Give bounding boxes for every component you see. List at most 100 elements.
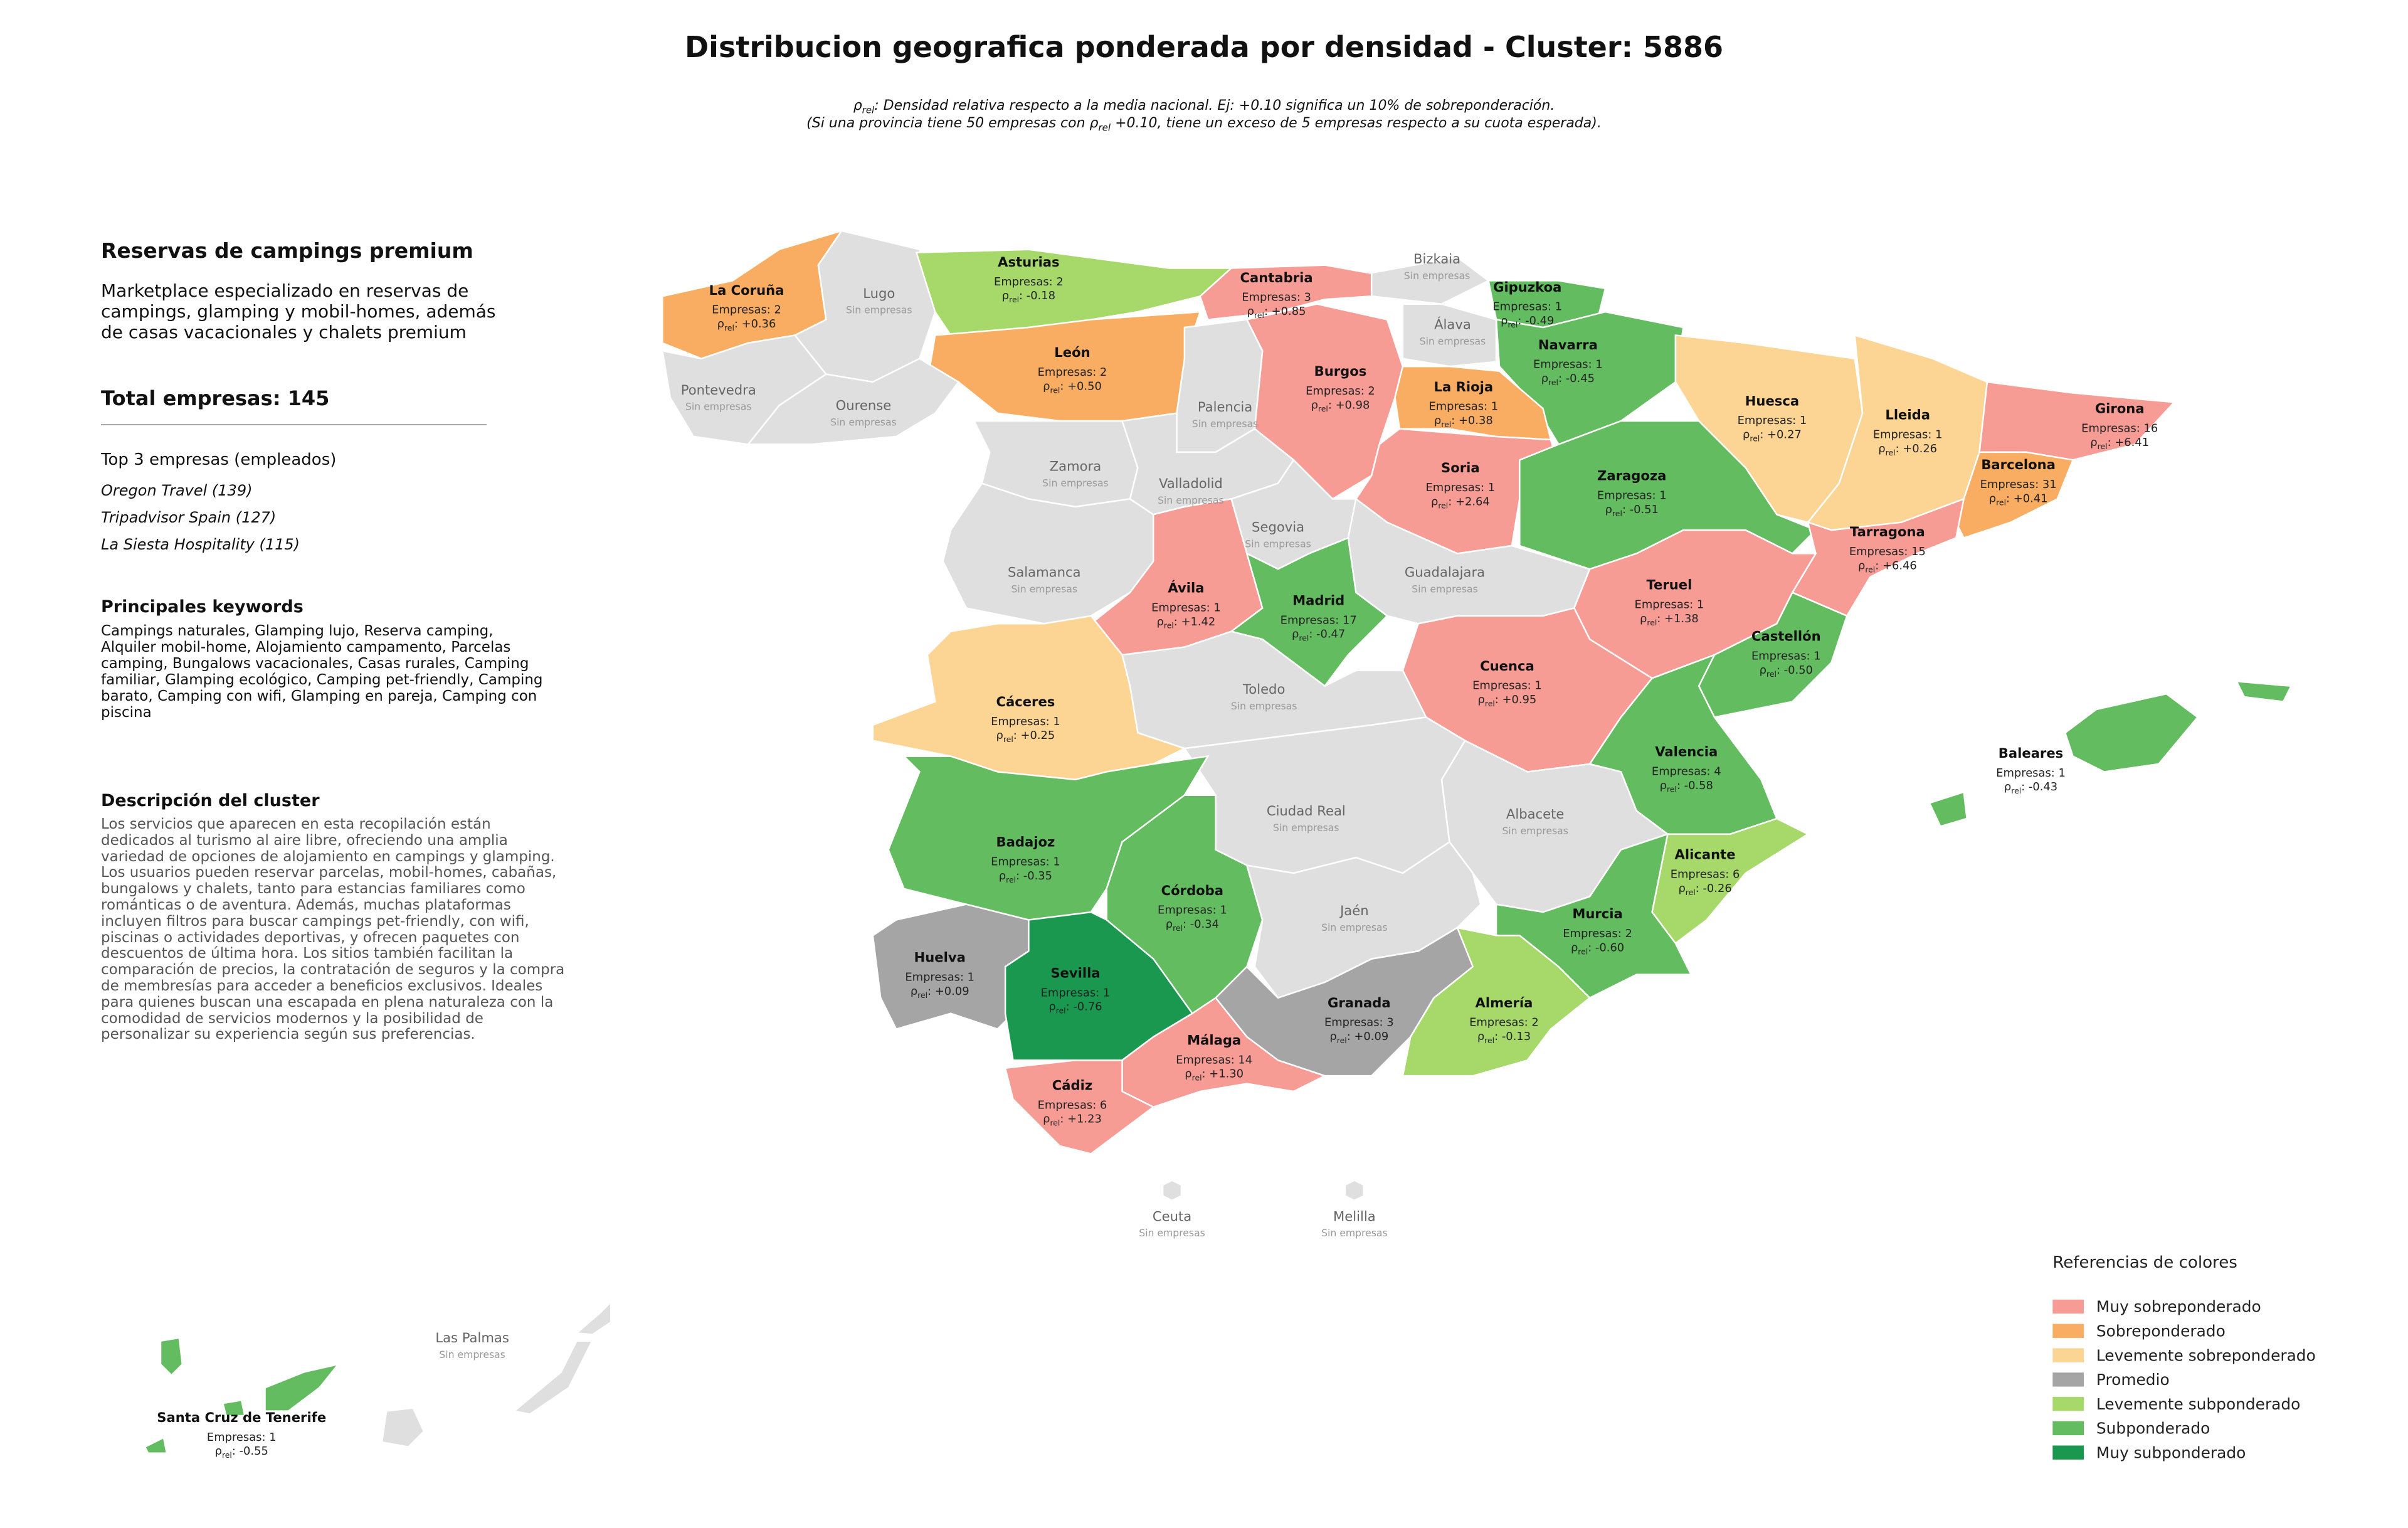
province bbox=[144, 1436, 168, 1454]
count-value: 1 bbox=[1595, 358, 1602, 371]
rho-symbol: ρ bbox=[1478, 693, 1485, 706]
rho-symbol: ρ bbox=[911, 985, 917, 998]
rho-separator: : bbox=[2006, 492, 2010, 505]
subtitle-line: ρrel: Densidad relativa respecto a la me… bbox=[0, 98, 2408, 115]
legend-swatch bbox=[2052, 1421, 2084, 1436]
no-companies: Sin empresas bbox=[1245, 538, 1311, 549]
no-companies: Sin empresas bbox=[1321, 921, 1388, 933]
top-title: Top 3 empresas (empleados) bbox=[101, 450, 337, 469]
province-rho: ρrel: -0.58 bbox=[1660, 779, 1713, 794]
subtitle-part: +0.10, tiene un exceso de 5 empresas res… bbox=[1111, 115, 1602, 131]
province-name: León bbox=[1054, 344, 1090, 360]
rho-separator: : bbox=[1347, 1030, 1351, 1043]
no-companies: Sin empresas bbox=[1420, 335, 1486, 347]
rho-separator: : bbox=[1622, 503, 1626, 516]
province-rho: ρrel: -0.43 bbox=[2004, 780, 2057, 795]
count-label: Empresas: bbox=[1324, 1016, 1383, 1029]
province-count: Empresas: 3 bbox=[1242, 291, 1311, 304]
province-count: Empresas: 6 bbox=[1038, 1098, 1107, 1112]
count-label: Empresas: bbox=[1533, 358, 1592, 371]
rho-separator: : bbox=[1677, 779, 1681, 792]
rho-symbol: ρ bbox=[999, 869, 1006, 883]
province-rho: ρrel: +6.46 bbox=[1858, 559, 1917, 574]
keywords-title: Principales keywords bbox=[101, 597, 304, 617]
rho-value: -0.55 bbox=[240, 1445, 268, 1458]
rho-separator: : bbox=[927, 985, 931, 998]
count-value: 1 bbox=[1697, 598, 1704, 611]
province-count: Empresas: 2 bbox=[1306, 385, 1375, 398]
province-count: Empresas: 1 bbox=[1996, 767, 2066, 780]
rho-value: +1.30 bbox=[1209, 1068, 1244, 1081]
province-name: Salamanca bbox=[1008, 565, 1081, 580]
province-name: Bizkaia bbox=[1413, 251, 1460, 267]
rho-subscript: rel bbox=[1006, 875, 1016, 884]
province-rho: ρrel: +0.50 bbox=[1043, 379, 1102, 395]
province-name: Jaén bbox=[1339, 903, 1369, 918]
province bbox=[574, 1300, 612, 1336]
rho-symbol: ρ bbox=[1185, 1068, 1191, 1081]
count-label: Empresas: bbox=[1306, 385, 1365, 398]
rho-symbol: ρ bbox=[1878, 442, 1885, 455]
rho-separator: : bbox=[1202, 1068, 1206, 1081]
province bbox=[2235, 680, 2293, 703]
legend-label: Levemente subponderado bbox=[2096, 1395, 2300, 1413]
rho-separator: : bbox=[1174, 615, 1178, 629]
subtitle-part: : Densidad relativa respecto a la media … bbox=[874, 98, 1555, 114]
count-value: 17 bbox=[1343, 613, 1357, 627]
rho-separator: : bbox=[1016, 869, 1020, 883]
rho-separator: : bbox=[1060, 1113, 1064, 1126]
count-value: 1 bbox=[1488, 481, 1495, 494]
no-companies: Sin empresas bbox=[1011, 583, 1077, 595]
no-companies: Sin empresas bbox=[1321, 1227, 1388, 1239]
rho-value: +1.42 bbox=[1181, 615, 1216, 629]
count-value: 31 bbox=[2042, 478, 2057, 491]
province-count: Empresas: 1 bbox=[905, 971, 974, 984]
count-label: Empresas: bbox=[1597, 489, 1656, 502]
count-label: Empresas: bbox=[1996, 767, 2055, 780]
rho-value: +6.41 bbox=[2115, 436, 2149, 449]
legend-swatch bbox=[2052, 1299, 2084, 1314]
subtitle-part: (Si una provincia tiene 50 empresas con … bbox=[806, 115, 1099, 131]
count-value: 1 bbox=[1213, 601, 1220, 614]
province-name: La Coruña bbox=[709, 282, 784, 298]
province-name: Murcia bbox=[1572, 906, 1622, 921]
rho-value: -0.50 bbox=[1784, 664, 1813, 677]
province-name: Guadalajara bbox=[1405, 565, 1485, 580]
rho-symbol: ρ bbox=[1166, 918, 1173, 931]
province bbox=[1344, 1179, 1365, 1202]
rho-value: +0.26 bbox=[1903, 442, 1937, 455]
rho-value: +0.50 bbox=[1067, 379, 1102, 393]
rho-separator: : bbox=[1328, 398, 1332, 411]
province-name: Baleares bbox=[1999, 745, 2063, 761]
rho-subscript: rel bbox=[2011, 786, 2021, 795]
province-name: Girona bbox=[2095, 401, 2145, 416]
province-name: Lleida bbox=[1885, 407, 1930, 423]
count-value: 14 bbox=[1238, 1053, 1252, 1066]
count-label: Empresas: bbox=[1563, 927, 1622, 940]
total: Total empresas: 145 bbox=[101, 386, 330, 410]
province-count: Empresas: 2 bbox=[1563, 927, 1632, 940]
province-count: Empresas: 4 bbox=[1652, 765, 1721, 778]
count-label: Empresas: bbox=[994, 275, 1053, 289]
rho-value: +0.98 bbox=[1336, 398, 1370, 411]
province-rho: ρrel: +2.64 bbox=[1431, 495, 1490, 510]
rho-value: +0.95 bbox=[1502, 693, 1537, 706]
rho-value: -0.51 bbox=[1630, 503, 1659, 516]
province-rho: ρrel: -0.13 bbox=[1477, 1030, 1531, 1045]
count-value: 1 bbox=[2058, 767, 2065, 780]
legend-label: Promedio bbox=[2096, 1371, 2170, 1389]
count-label: Empresas: bbox=[1738, 414, 1797, 427]
province-name: Teruel bbox=[1646, 577, 1692, 593]
rho-subscript: rel bbox=[222, 1450, 232, 1460]
rho-symbol: ρ bbox=[1247, 305, 1254, 318]
province-count: Empresas: 1 bbox=[1426, 481, 1496, 494]
legend-label: Muy subponderado bbox=[2096, 1443, 2246, 1462]
province-name: Burgos bbox=[1314, 363, 1367, 379]
rho-subscript: rel bbox=[1484, 1036, 1494, 1045]
province-rho: ρrel: +0.25 bbox=[996, 729, 1055, 744]
rho-separator: : bbox=[1019, 289, 1023, 302]
rho-value: +6.46 bbox=[1883, 559, 1917, 572]
rho-symbol: ρ bbox=[1311, 398, 1318, 411]
province-rho: ρrel: -0.55 bbox=[215, 1445, 268, 1460]
